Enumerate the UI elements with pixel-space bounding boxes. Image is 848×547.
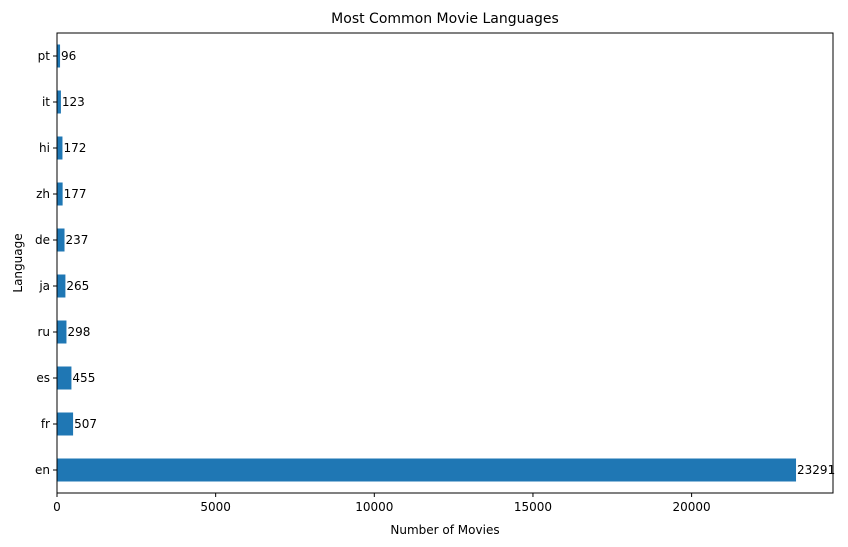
- data-label-es: 455: [72, 371, 95, 385]
- bar-ja: [57, 274, 66, 298]
- y-tick-label-zh: zh: [36, 187, 50, 201]
- chart-title: Most Common Movie Languages: [331, 11, 559, 27]
- y-tick-label-de: de: [35, 233, 50, 247]
- y-axis-ticks: en fr es ru ja de zh hi it pt: [35, 49, 57, 477]
- y-axis-label: Language: [11, 233, 25, 292]
- data-label-pt: 96: [61, 49, 76, 63]
- bar-hi: [57, 136, 63, 160]
- bars-group: [57, 44, 797, 482]
- data-label-it: 123: [62, 95, 85, 109]
- bar-es: [57, 366, 72, 390]
- x-tick-label-5000: 5000: [200, 500, 231, 514]
- x-axis-label: Number of Movies: [390, 523, 499, 537]
- data-label-de: 237: [66, 233, 89, 247]
- bar-pt: [57, 44, 61, 68]
- bar-en: [57, 458, 797, 482]
- x-tick-label-20000: 20000: [673, 500, 711, 514]
- y-tick-label-ru: ru: [37, 325, 50, 339]
- bar-zh: [57, 182, 63, 206]
- plot-frame: [56, 32, 834, 494]
- data-label-ja: 265: [66, 279, 89, 293]
- y-tick-label-ja: ja: [38, 279, 50, 293]
- y-tick-label-it: it: [42, 95, 50, 109]
- y-tick-label-hi: hi: [39, 141, 50, 155]
- data-label-zh: 177: [64, 187, 87, 201]
- bar-it: [57, 90, 61, 114]
- y-tick-label-en: en: [35, 463, 50, 477]
- bar-ru: [57, 320, 67, 344]
- y-tick-label-es: es: [36, 371, 50, 385]
- data-labels-group: 23291 507 455 298 265 237 177 172 123 96: [61, 49, 835, 477]
- x-tick-label-0: 0: [53, 500, 61, 514]
- bar-de: [57, 228, 65, 252]
- data-label-fr: 507: [74, 417, 97, 431]
- x-tick-label-15000: 15000: [514, 500, 552, 514]
- y-tick-label-fr: fr: [41, 417, 50, 431]
- data-label-en: 23291: [797, 463, 835, 477]
- x-tick-label-10000: 10000: [355, 500, 393, 514]
- data-label-ru: 298: [67, 325, 90, 339]
- bar-fr: [57, 412, 74, 436]
- y-tick-label-pt: pt: [38, 49, 51, 63]
- data-label-hi: 172: [63, 141, 86, 155]
- x-axis-ticks: 0 5000 10000 15000 20000: [53, 493, 711, 514]
